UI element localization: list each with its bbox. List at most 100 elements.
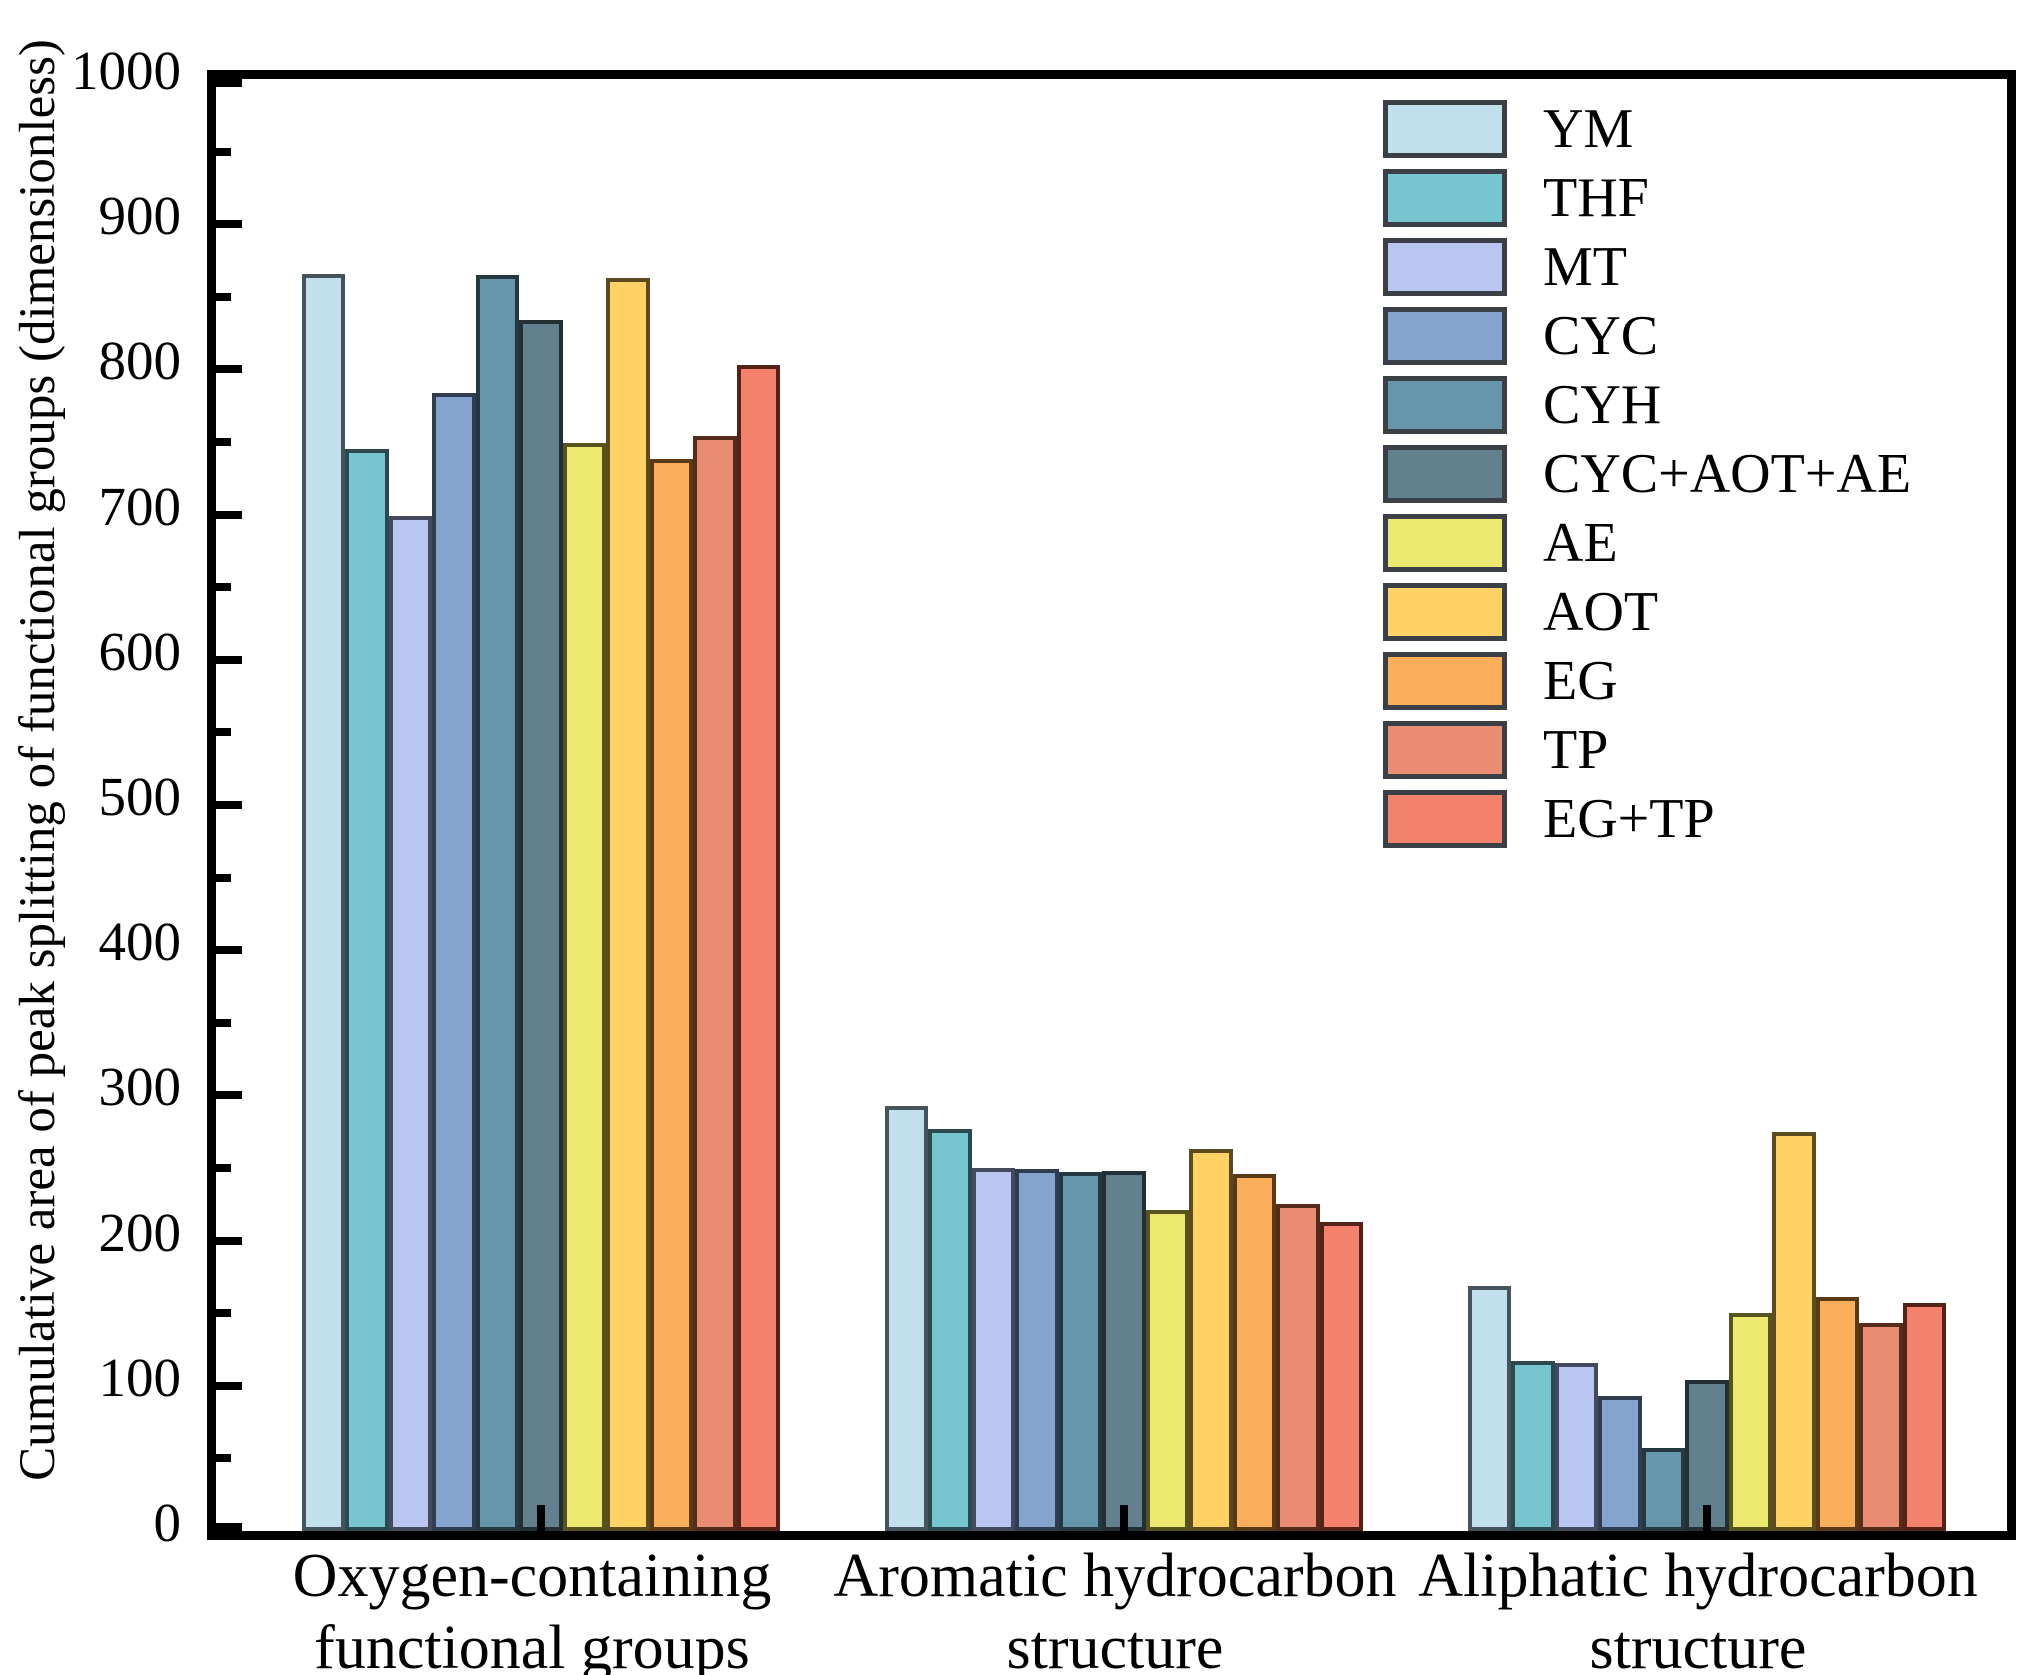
y-major-tick — [216, 1236, 242, 1245]
legend-swatch — [1383, 445, 1507, 503]
bar-CYC+AOT+AE-group2 — [1102, 1170, 1146, 1531]
y-major-tick — [216, 946, 242, 955]
x-category-label: Oxygen-containing functional groups — [292, 1542, 772, 1675]
legend-swatch — [1383, 790, 1507, 848]
legend-item-AE: AE — [1383, 514, 1911, 572]
legend-item-CYC: CYC — [1383, 307, 1911, 365]
y-major-tick — [216, 1523, 242, 1531]
y-tick-label: 300 — [98, 1056, 182, 1118]
legend-label: THF — [1543, 167, 1649, 229]
legend-item-EG+TP: EG+TP — [1383, 790, 1911, 848]
y-minor-tick — [216, 438, 231, 446]
legend-item-MT: MT — [1383, 238, 1911, 296]
legend-label: CYH — [1543, 374, 1662, 436]
y-tick-label: 0 — [153, 1492, 182, 1553]
legend-item-CYC+AOT+AE: CYC+AOT+AE — [1383, 445, 1911, 503]
legend-swatch — [1383, 100, 1507, 158]
y-minor-tick — [216, 583, 231, 592]
bar-THF-group3 — [1511, 1361, 1555, 1531]
bar-AE-group1 — [562, 443, 607, 1531]
bar-TP-group2 — [1276, 1204, 1320, 1531]
bar-MT-group1 — [388, 516, 433, 1531]
bar-CYH-group1 — [475, 275, 520, 1531]
bar-YM-group1 — [301, 273, 346, 1531]
legend-label: CYC — [1543, 305, 1659, 367]
legend-item-THF: THF — [1383, 169, 1911, 227]
legend-label: TP — [1543, 719, 1609, 781]
bar-EG+TP-group2 — [1319, 1221, 1364, 1531]
y-major-tick — [216, 1091, 242, 1100]
bar-CYC-group2 — [1015, 1169, 1059, 1531]
legend-label: YM — [1543, 98, 1634, 160]
y-axis-title: Cumulative area of peak splitting of fun… — [10, 39, 66, 1481]
y-major-tick — [216, 220, 242, 229]
bar-TP-group1 — [693, 436, 737, 1531]
x-category-label: Aromatic hydrocarbon structure — [833, 1542, 1397, 1675]
y-minor-tick — [216, 1164, 231, 1172]
legend-swatch — [1383, 721, 1507, 779]
legend-swatch — [1383, 376, 1507, 434]
bar-TP-group3 — [1859, 1323, 1903, 1531]
y-minor-tick — [216, 873, 231, 882]
legend-swatch — [1383, 238, 1507, 296]
bar-CYH-group3 — [1641, 1448, 1686, 1531]
y-minor-tick — [216, 1018, 231, 1027]
legend-label: EG — [1543, 650, 1618, 712]
y-minor-tick — [216, 728, 231, 737]
legend-label: MT — [1543, 236, 1627, 298]
y-tick-label: 600 — [98, 620, 182, 682]
bar-THF-group1 — [345, 449, 389, 1531]
bar-MT-group3 — [1554, 1362, 1599, 1531]
y-minor-tick — [216, 292, 231, 301]
y-major-tick — [216, 801, 242, 809]
y-major-tick — [216, 365, 242, 374]
y-tick-label: 200 — [98, 1201, 182, 1263]
legend-item-TP: TP — [1383, 721, 1911, 779]
bar-CYC-group1 — [432, 392, 476, 1531]
y-minor-tick — [216, 1309, 231, 1318]
bar-THF-group2 — [928, 1128, 972, 1531]
legend-label: AE — [1543, 512, 1618, 574]
bar-AE-group3 — [1728, 1313, 1773, 1531]
y-tick-label: 800 — [98, 330, 182, 392]
legend-item-CYH: CYH — [1383, 376, 1911, 434]
legend-swatch — [1383, 307, 1507, 365]
legend-swatch — [1383, 583, 1507, 641]
legend-swatch — [1383, 514, 1507, 572]
legend-swatch — [1383, 652, 1507, 710]
bar-YM-group2 — [884, 1105, 929, 1531]
bar-AOT-group1 — [606, 277, 650, 1531]
bar-YM-group3 — [1467, 1285, 1512, 1531]
y-tick-label: 1000 — [71, 40, 181, 101]
y-tick-label: 400 — [98, 911, 182, 973]
bar-AOT-group2 — [1189, 1149, 1233, 1531]
bar-MT-group2 — [971, 1168, 1016, 1531]
bar-CYH-group2 — [1058, 1172, 1103, 1531]
legend-item-AOT: AOT — [1383, 583, 1911, 641]
bar-CYC+AOT+AE-group1 — [519, 320, 563, 1531]
bar-AE-group2 — [1145, 1210, 1190, 1531]
bar-CYC-group3 — [1598, 1395, 1642, 1531]
bar-EG+TP-group3 — [1902, 1303, 1947, 1531]
bar-EG-group2 — [1232, 1173, 1277, 1531]
x-tick — [1120, 1505, 1128, 1531]
y-major-tick — [216, 655, 242, 664]
legend-label: CYC+AOT+AE — [1543, 443, 1912, 505]
bar-EG-group1 — [649, 459, 694, 1531]
legend-item-YM: YM — [1383, 100, 1911, 158]
legend-item-EG: EG — [1383, 652, 1911, 710]
y-major-tick — [216, 79, 242, 87]
bar-EG-group3 — [1815, 1297, 1860, 1531]
y-tick-label: 500 — [98, 766, 182, 827]
plot-area — [207, 70, 2016, 1540]
y-major-tick — [216, 510, 242, 519]
y-minor-tick — [216, 147, 231, 156]
bar-EG+TP-group1 — [736, 365, 781, 1531]
legend-label: AOT — [1543, 581, 1659, 643]
y-tick-label: 100 — [98, 1346, 182, 1408]
legend-swatch — [1383, 169, 1507, 227]
y-major-tick — [216, 1381, 242, 1390]
x-tick — [537, 1505, 545, 1531]
x-category-label: Aliphatic hydrocarbon structure — [1418, 1542, 1978, 1675]
